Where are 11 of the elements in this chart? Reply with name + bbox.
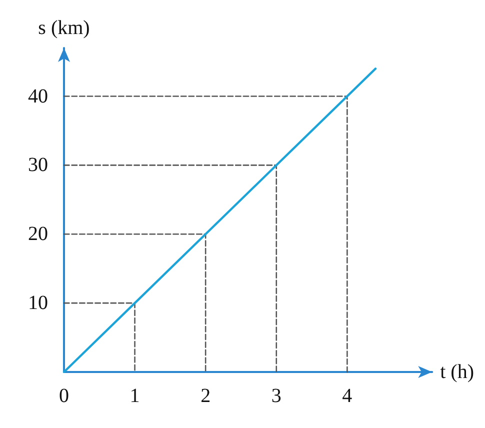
y-tick-label: 20: [28, 223, 48, 246]
y-tick-label: 30: [28, 154, 48, 176]
y-axis-title: s (km): [38, 17, 90, 39]
x-tick-label: 1: [130, 385, 140, 407]
x-tick-label: 2: [200, 385, 211, 407]
y-tick-label: 40: [28, 85, 48, 108]
x-tick-label: 0: [59, 385, 69, 407]
x-axis-title: t (h): [440, 361, 474, 383]
x-tick-label: 3: [271, 385, 282, 407]
x-tick-label: 4: [342, 385, 352, 407]
y-tick-label: 10: [28, 292, 48, 314]
